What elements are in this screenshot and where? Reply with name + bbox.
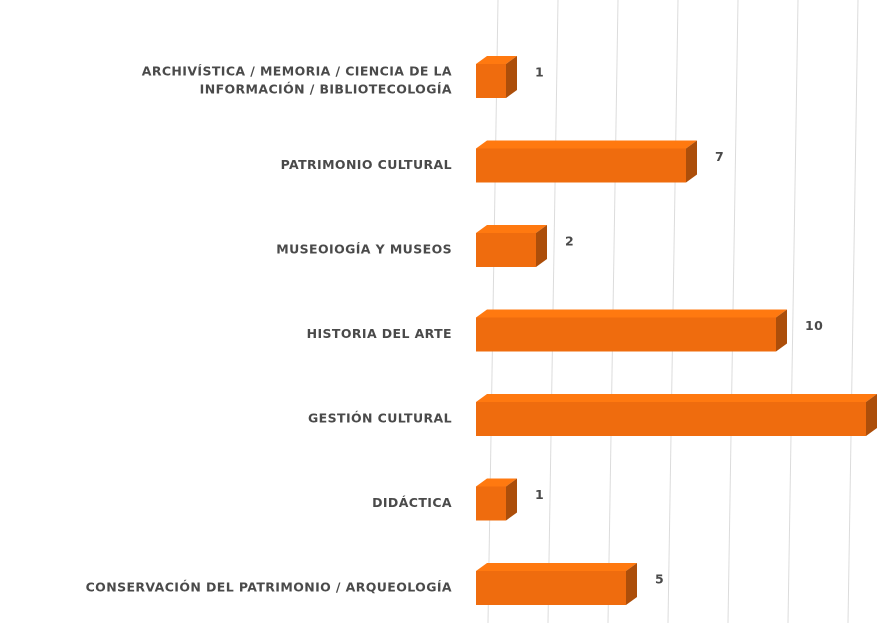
bar (476, 56, 517, 98)
bar (476, 563, 637, 605)
y-tick-label: HISTORIA DEL ARTE (307, 326, 452, 341)
bar-front (476, 486, 506, 521)
bar-top (476, 309, 787, 318)
bar-side (776, 309, 787, 352)
value-label: 7 (715, 149, 724, 164)
grid-line (847, 0, 859, 623)
bar (476, 140, 697, 183)
y-tick-label: PATRIMONIO CULTURAL (281, 157, 452, 172)
bar (476, 309, 787, 352)
y-tick-label: INFORMACIÓN / BIBLIOTECOLOGÍA (200, 82, 452, 97)
bar-side (536, 225, 547, 267)
bar-front (476, 64, 506, 98)
bar-side (866, 394, 877, 436)
bar-top (476, 56, 517, 64)
y-tick-label: CONSERVACIÓN DEL PATRIMONIO / ARQUEOLOGÍ… (86, 580, 452, 595)
bar (476, 478, 517, 521)
value-label: 5 (655, 572, 664, 587)
bar-front (476, 233, 536, 267)
bar-top (476, 394, 877, 402)
bar (476, 394, 877, 436)
bar-top (476, 478, 517, 487)
bar-front (476, 317, 776, 352)
bar-side (686, 140, 697, 183)
bar-top (476, 563, 637, 571)
bar-top (476, 140, 697, 149)
bar-top (476, 225, 547, 233)
y-tick-label: DIDÁCTICA (372, 495, 452, 510)
value-label: 10 (805, 318, 823, 333)
bar-front (476, 148, 686, 183)
value-label: 1 (535, 65, 544, 80)
bar-side (506, 56, 517, 98)
y-tick-label: GESTIÓN CULTURAL (308, 411, 452, 426)
y-tick-label: ARCHIVÍSTICA / MEMORIA / CIENCIA DE LA (142, 64, 452, 79)
bar-side (626, 563, 637, 605)
bar-side (506, 478, 517, 521)
bar-front (476, 571, 626, 605)
grid-line (787, 0, 799, 623)
bar-front (476, 402, 866, 436)
value-label: 2 (565, 234, 574, 249)
bar (476, 225, 547, 267)
y-tick-label: MUSEOIOGÍA Y MUSEOS (276, 242, 452, 257)
value-label: 1 (535, 487, 544, 502)
